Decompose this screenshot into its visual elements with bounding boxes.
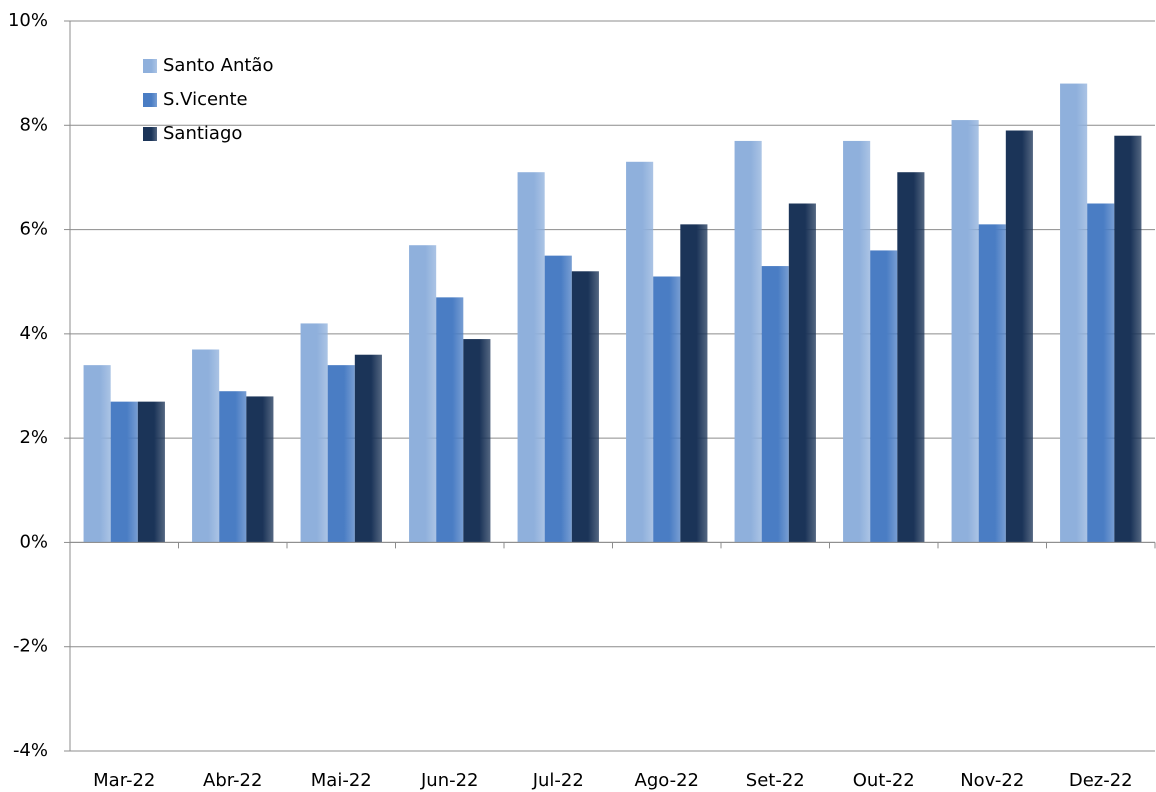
y-tick-label: -4% [13,740,48,761]
x-tick-label: Out-22 [853,770,915,791]
bar [463,339,491,543]
bar [1005,130,1033,543]
y-tick-label: 0% [19,531,48,552]
y-tick-label: 8% [19,114,48,135]
bar [653,276,681,543]
y-tick-label: 10% [8,10,48,31]
bar [1114,135,1142,543]
legend-label: S.Vicente [163,89,248,110]
bar [761,266,789,543]
x-tick-label: Ago-22 [635,770,700,791]
bar [734,140,762,543]
bar [110,401,138,543]
bar [788,203,816,543]
bar [436,297,464,543]
bar [571,271,599,543]
bar [192,349,220,543]
x-tick-label: Jul-22 [532,770,584,791]
bar [246,396,274,543]
bar [83,365,111,543]
y-tick-label: 4% [19,323,48,344]
bar [1087,203,1115,543]
x-tick-label: Mai-22 [311,770,372,791]
bar [680,224,708,543]
bar [951,120,979,543]
bar [517,172,545,543]
legend-swatch [143,59,157,73]
legend-label: Santiago [163,123,242,144]
bar [354,354,382,543]
y-tick-label: -2% [13,636,48,657]
bar [843,140,871,543]
bar [1060,83,1088,543]
legend-label: Santo Antão [163,55,273,76]
x-tick-label: Abr-22 [203,770,262,791]
bar [409,245,437,543]
bar [300,323,328,543]
bar [544,255,572,543]
y-tick-label: 6% [19,219,48,240]
legend-swatch [143,127,157,141]
x-tick-label: Nov-22 [960,770,1024,791]
bar [219,391,247,543]
y-tick-label: 2% [19,427,48,448]
legend-swatch [143,93,157,107]
bar [626,161,654,543]
bar [870,250,898,543]
x-tick-label: Set-22 [746,770,805,791]
bar [978,224,1006,543]
bar [137,401,165,543]
x-tick-label: Dez-22 [1069,770,1133,791]
bar [897,172,925,543]
x-tick-label: Mar-22 [93,770,155,791]
x-tick-label: Jun-22 [420,770,479,791]
bar [327,365,355,543]
